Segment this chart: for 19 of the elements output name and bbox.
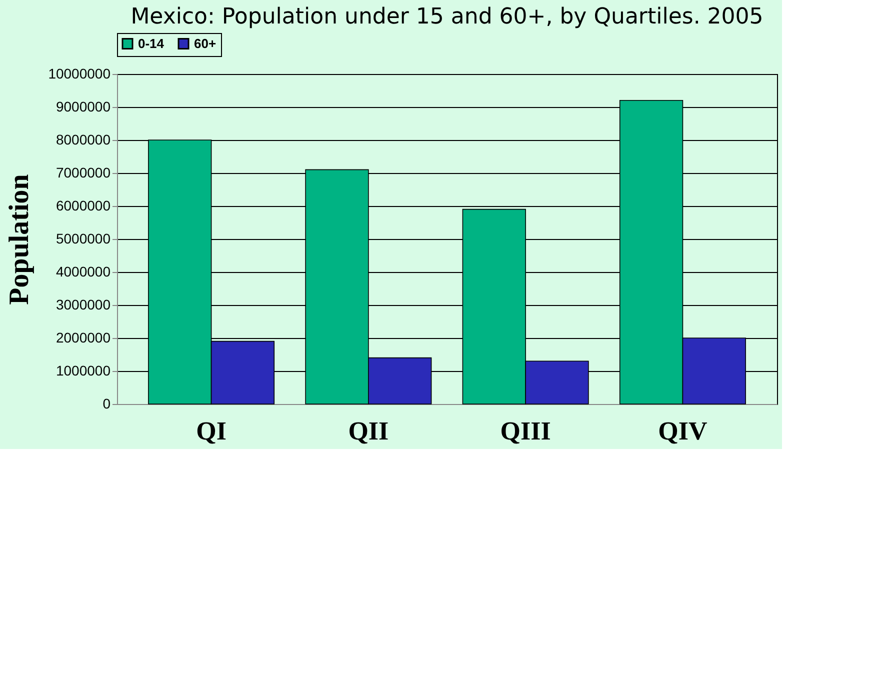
legend-label: 0-14 (138, 36, 165, 51)
x-tick-label: QIII (500, 416, 551, 446)
y-axis-title: Population (4, 174, 36, 305)
y-tick-label: 10000000 (48, 66, 111, 82)
y-tick-label: 8000000 (56, 132, 111, 148)
x-tick-label: QII (348, 416, 389, 446)
x-tick-label: QI (196, 416, 226, 446)
y-tick-label: 9000000 (56, 98, 111, 114)
y-tick-label: 6000000 (56, 198, 111, 214)
y-tick-label: 4000000 (56, 264, 111, 280)
y-tick-label: 3000000 (56, 296, 111, 312)
y-tick-label: 7000000 (56, 164, 111, 180)
y-tick-label: 1000000 (56, 362, 111, 378)
legend-label: 60+ (194, 36, 216, 51)
x-tick-label: QIV (658, 416, 708, 446)
chart-title: Mexico: Population under 15 and 60+, by Quartiles. 2005 (130, 4, 764, 30)
y-tick-label: 5000000 (56, 230, 111, 246)
y-tick-label: 2000000 (56, 330, 111, 346)
y-tick-label: 0 (102, 396, 111, 412)
